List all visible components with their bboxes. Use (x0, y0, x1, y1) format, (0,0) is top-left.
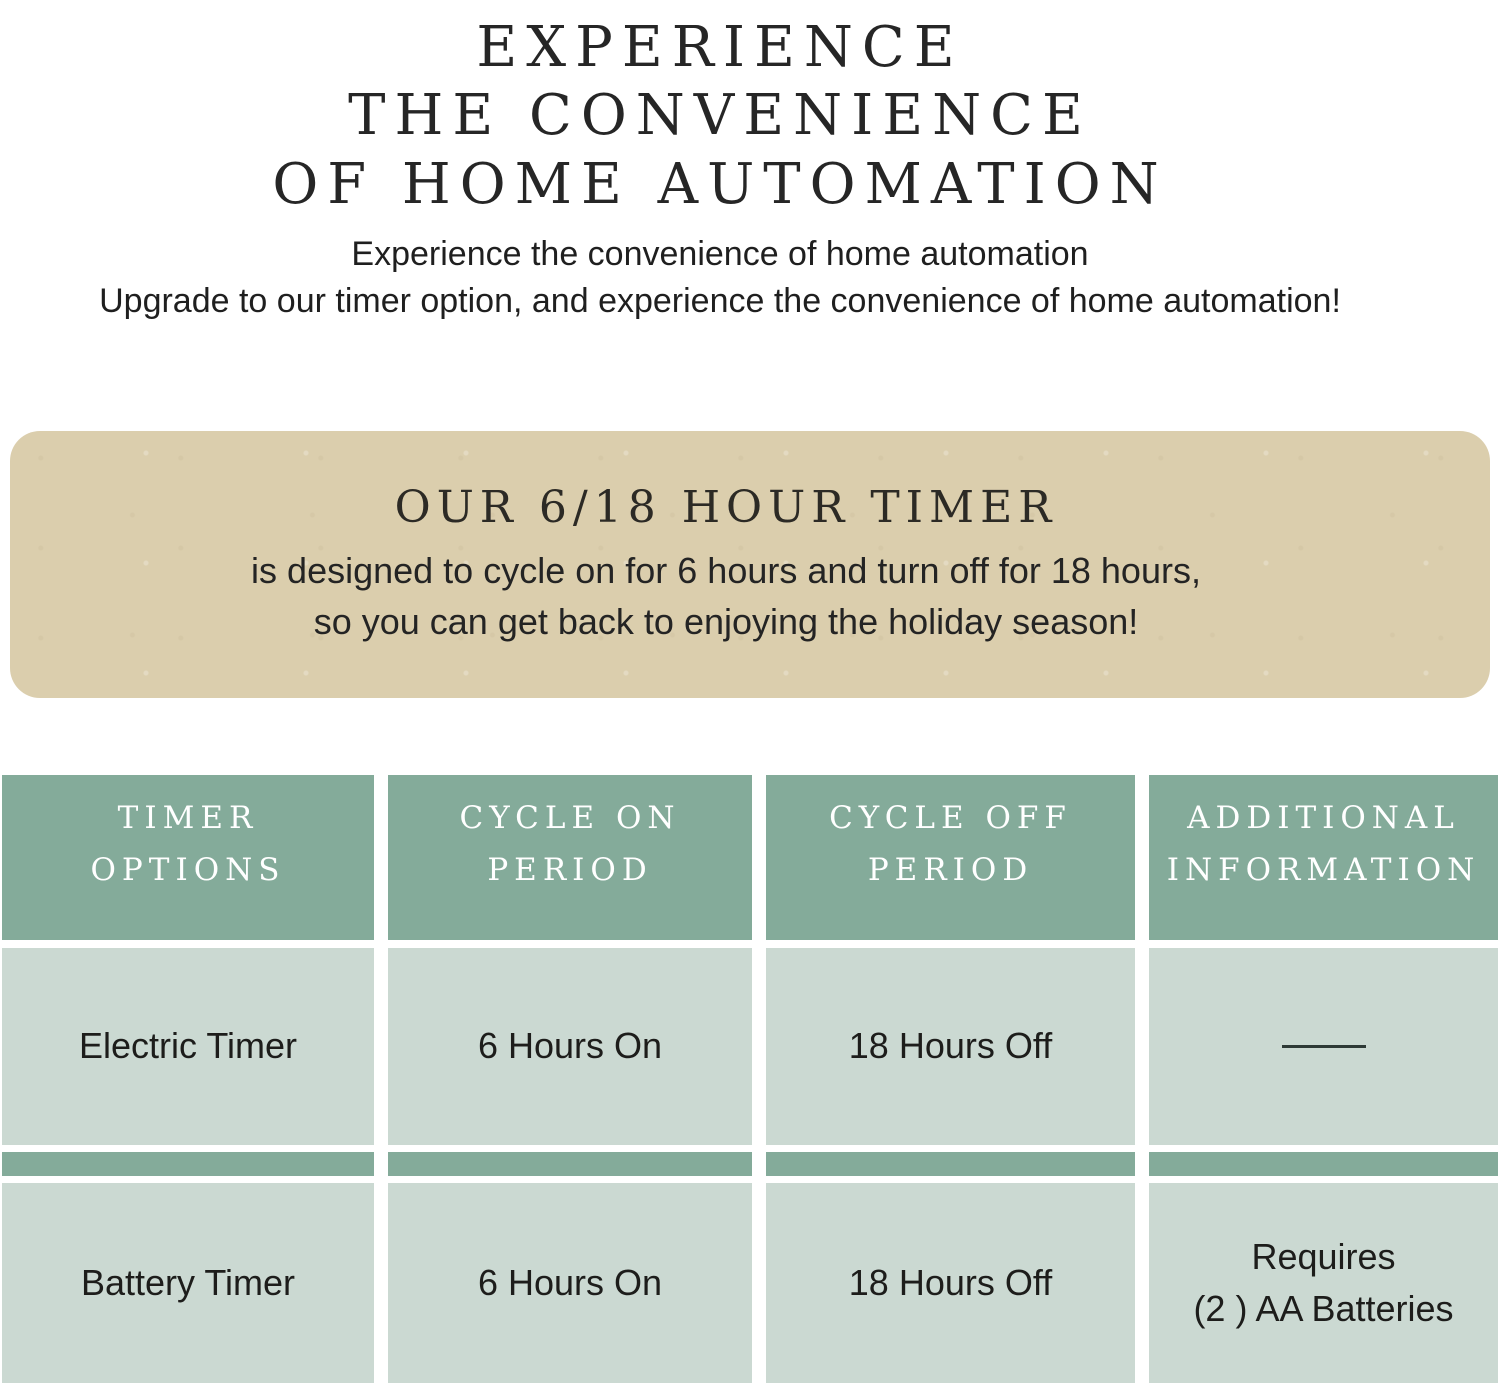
horizontal-line-icon (1281, 1044, 1366, 1048)
additional-info-line-2: (2 ) AA Batteries (1193, 1287, 1454, 1329)
hero-section: EXPERIENCE THE CONVENIENCE OF HOME AUTOM… (0, 0, 1500, 325)
header-cell-additional-info: ADDITIONAL INFORMATION (1149, 774, 1498, 940)
cell-cycle-off: 18 Hours Off (766, 1182, 1135, 1383)
header-text: OPTIONS (90, 852, 286, 889)
header-text: PERIOD (487, 852, 653, 889)
title-line-1: EXPERIENCE (476, 15, 964, 80)
header-cell-cycle-on: CYCLE ON PERIOD (388, 774, 752, 940)
separator-segment (1149, 1151, 1498, 1176)
subtitle-line-2: Upgrade to our timer option, and experie… (99, 281, 1341, 320)
cell-cycle-off: 18 Hours Off (766, 947, 1135, 1145)
header-text: TIMER (117, 799, 259, 836)
subtitle: Experience the convenience of home autom… (0, 231, 1440, 325)
cell-cycle-on: 6 Hours On (388, 1182, 752, 1383)
title-line-3: OF HOME AUTOMATION (272, 151, 1168, 217)
table-row-battery-timer: Battery Timer 6 Hours On 18 Hours Off Re… (0, 1182, 1500, 1383)
header-text: ADDITIONAL (1187, 799, 1460, 836)
timer-comparison-table: TIMER OPTIONS CYCLE ON PERIOD CYCLE OFF … (0, 774, 1500, 1383)
title-line-2: THE CONVENIENCE (348, 83, 1092, 149)
additional-info-line-1: Requires (1251, 1235, 1396, 1277)
cell-additional-info: Requires (2 ) AA Batteries (1149, 1182, 1498, 1383)
banner-text-line-2: so you can get back to enjoying the holi… (313, 600, 1139, 642)
cell-additional-info (1149, 947, 1498, 1145)
header-text: CYCLE ON (459, 799, 681, 836)
page-title: EXPERIENCE THE CONVENIENCE OF HOME AUTOM… (0, 14, 1440, 219)
table-header-row: TIMER OPTIONS CYCLE ON PERIOD CYCLE OFF … (0, 774, 1500, 940)
table-row-electric-timer: Electric Timer 6 Hours On 18 Hours Off (0, 947, 1500, 1145)
banner-text-line-1: is designed to cycle on for 6 hours and … (251, 549, 1201, 591)
cell-cycle-on: 6 Hours On (388, 947, 752, 1145)
cell-timer-option: Battery Timer (2, 1182, 374, 1383)
header-text: CYCLE OFF (829, 799, 1072, 836)
separator-segment (2, 1151, 374, 1176)
timer-banner: OUR 6/18 HOUR TIMER is designed to cycle… (10, 430, 1490, 698)
separator-segment (766, 1151, 1135, 1176)
table-separator-row (0, 1151, 1500, 1176)
subtitle-line-1: Experience the convenience of home autom… (351, 234, 1089, 273)
header-text: PERIOD (867, 852, 1034, 889)
cell-timer-option: Electric Timer (2, 947, 374, 1145)
header-text: INFORMATION (1166, 852, 1481, 889)
header-cell-cycle-off: CYCLE OFF PERIOD (766, 774, 1135, 940)
banner-heading: OUR 6/18 HOUR TIMER (394, 481, 1058, 533)
header-cell-timer-options: TIMER OPTIONS (2, 774, 374, 940)
separator-segment (388, 1151, 752, 1176)
